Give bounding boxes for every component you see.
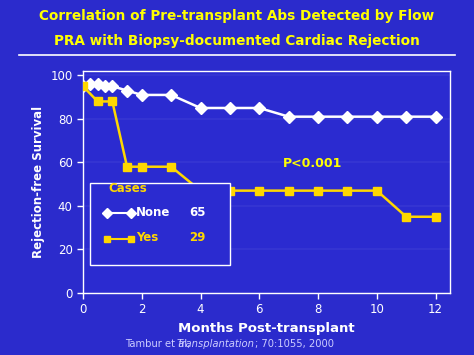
Text: P<0.001: P<0.001 xyxy=(283,157,342,170)
Text: 29: 29 xyxy=(190,231,206,244)
Text: PRA with Biopsy-documented Cardiac Rejection: PRA with Biopsy-documented Cardiac Rejec… xyxy=(54,34,420,48)
Text: Transplantation: Transplantation xyxy=(177,339,255,349)
Text: None: None xyxy=(136,206,171,219)
FancyBboxPatch shape xyxy=(90,183,230,265)
Text: Yes: Yes xyxy=(136,231,158,244)
Text: Tambur et al,: Tambur et al, xyxy=(125,339,193,349)
Text: Cases: Cases xyxy=(109,182,147,195)
Text: Correlation of Pre-transplant Abs Detected by Flow: Correlation of Pre-transplant Abs Detect… xyxy=(39,9,435,23)
Text: 65: 65 xyxy=(190,206,206,219)
Text: ; 70:1055, 2000: ; 70:1055, 2000 xyxy=(255,339,334,349)
Y-axis label: Rejection-free Survival: Rejection-free Survival xyxy=(32,106,45,258)
X-axis label: Months Post-transplant: Months Post-transplant xyxy=(178,322,355,335)
